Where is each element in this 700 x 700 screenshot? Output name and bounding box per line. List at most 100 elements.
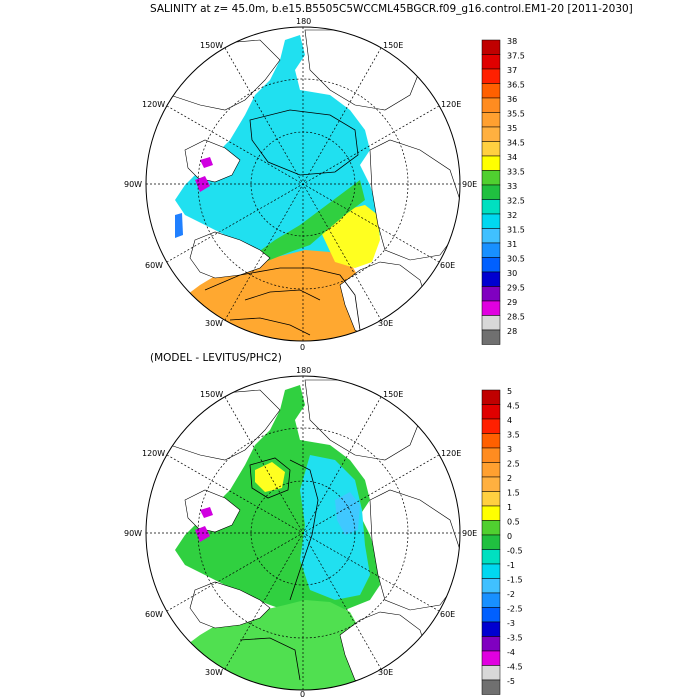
colorbar-swatch <box>481 491 501 507</box>
lon-label: 180 <box>296 17 311 26</box>
lon-label: 150W <box>200 41 223 50</box>
colorbar-swatch <box>481 257 501 273</box>
colorbar-swatch <box>481 83 501 99</box>
colorbar-label: 36.5 <box>507 81 525 90</box>
colorbar-swatch <box>481 505 501 521</box>
lon-label: 150E <box>383 390 403 399</box>
colorbar-swatch <box>481 199 501 215</box>
colorbar-swatch <box>481 520 501 536</box>
colorbar-swatch <box>481 563 501 579</box>
colorbar-label: 4 <box>507 416 512 425</box>
colorbar-swatch <box>481 621 501 637</box>
colorbar-label: -4.5 <box>507 663 523 672</box>
lon-label: 30E <box>378 668 393 677</box>
colorbar-label: 32.5 <box>507 197 525 206</box>
colorbar-swatch <box>481 155 501 171</box>
page-title: SALINITY at z= 45.0m, b.e15.B5505C5WCCML… <box>150 3 633 15</box>
colorbar-label: 2 <box>507 474 512 483</box>
lon-label: 60E <box>440 610 455 619</box>
colorbar-label: -3.5 <box>507 634 523 643</box>
colorbar-label: -1.5 <box>507 576 523 585</box>
colorbar-swatch <box>481 39 501 55</box>
greenland-land <box>189 581 271 629</box>
yellow-patch <box>255 462 285 492</box>
colorbar-label: 30.5 <box>507 255 525 264</box>
difference-colorbar: 5 4.5 4 3.5 3 2.5 2 1.5 1 0.5 0 -0.5 -1 -1.5 -2 -2.5 -3 -… <box>481 387 523 695</box>
colorbar-swatch <box>481 679 501 695</box>
lon-label: 90W <box>124 529 142 538</box>
lon-label: 150E <box>383 41 403 50</box>
colorbar-swatch <box>481 389 501 405</box>
contour-line <box>229 317 311 336</box>
lon-label: 120W <box>142 449 165 458</box>
colorbar-swatch <box>481 404 501 420</box>
archipelago-land <box>184 139 241 183</box>
contour-line <box>249 457 291 499</box>
graticule <box>146 376 460 690</box>
colorbar-swatch <box>481 300 501 316</box>
colorbar-label: 1.5 <box>507 489 520 498</box>
greenland-land <box>189 231 271 279</box>
lon-label: 0 <box>300 690 305 699</box>
colorbar-label: 36 <box>507 95 517 104</box>
colorbar-label: 31 <box>507 240 517 249</box>
lon-label: 0 <box>300 343 305 352</box>
colorbar-swatch <box>481 447 501 463</box>
contour-line <box>249 109 359 176</box>
lon-label: 120E <box>441 449 461 458</box>
colorbar-swatch <box>481 636 501 652</box>
colorbar-swatch <box>481 170 501 186</box>
colorbar-swatch <box>481 462 501 478</box>
colorbar-swatch <box>481 97 501 113</box>
colorbar-label: 31.5 <box>507 226 525 235</box>
colorbar-label: 33 <box>507 182 517 191</box>
colorbar-label: 34.5 <box>507 139 525 148</box>
colorbar-swatch <box>481 213 501 229</box>
salinity-colorbar: 38 37.5 37 36.5 36 35.5 35 34.5 34 33.5 33 32.5 32 31… <box>481 37 525 345</box>
contour-line <box>244 289 321 301</box>
colorbar-swatch <box>481 329 501 345</box>
colorbar-label: 34 <box>507 153 517 162</box>
lon-label: 30W <box>205 319 223 328</box>
contour-line <box>289 459 319 601</box>
panel-subtitle: (MODEL - LEVITUS/PHC2) <box>150 352 282 364</box>
colorbar-label: 35 <box>507 124 517 133</box>
colorbar-label: -1 <box>507 561 515 570</box>
colorbar-swatch <box>481 141 501 157</box>
lon-label: 30E <box>378 319 393 328</box>
colorbar-swatch <box>481 534 501 550</box>
green-band-fill <box>250 180 365 262</box>
colorbar-label: 29.5 <box>507 284 525 293</box>
colorbar-swatch <box>481 286 501 302</box>
colorbar-label: 29 <box>507 298 517 307</box>
colorbar-label: -4 <box>507 648 515 657</box>
colorbar-swatch <box>481 650 501 666</box>
colorbar-swatch <box>481 418 501 434</box>
colorbar-label: 37 <box>507 66 517 75</box>
colorbar-label: 38 <box>507 37 517 46</box>
colorbar-label: 4.5 <box>507 402 520 411</box>
lon-label: 150W <box>200 390 223 399</box>
colorbar-label: 3.5 <box>507 431 520 440</box>
colorbar-label: 28 <box>507 327 517 336</box>
lon-label: 120E <box>441 100 461 109</box>
lon-label: 30W <box>205 668 223 677</box>
colorbar-swatch <box>481 607 501 623</box>
colorbar-swatch <box>481 112 501 128</box>
lon-label: 180 <box>296 366 311 375</box>
colorbar-swatch <box>481 665 501 681</box>
colorbar-swatch <box>481 592 501 608</box>
colorbar-label: 28.5 <box>507 313 525 322</box>
colorbar-swatch <box>481 54 501 70</box>
contour-line <box>204 267 361 331</box>
colorbar-label: 3 <box>507 445 512 454</box>
lon-label: 90E <box>462 529 477 538</box>
blue-patch <box>175 213 183 238</box>
lon-label: 90W <box>124 180 142 189</box>
colorbar-label: -3 <box>507 619 515 628</box>
magenta-patch <box>195 526 210 542</box>
colorbar-label: 1 <box>507 503 512 512</box>
magenta-patch <box>200 157 213 168</box>
colorbar-label: -0.5 <box>507 547 523 556</box>
